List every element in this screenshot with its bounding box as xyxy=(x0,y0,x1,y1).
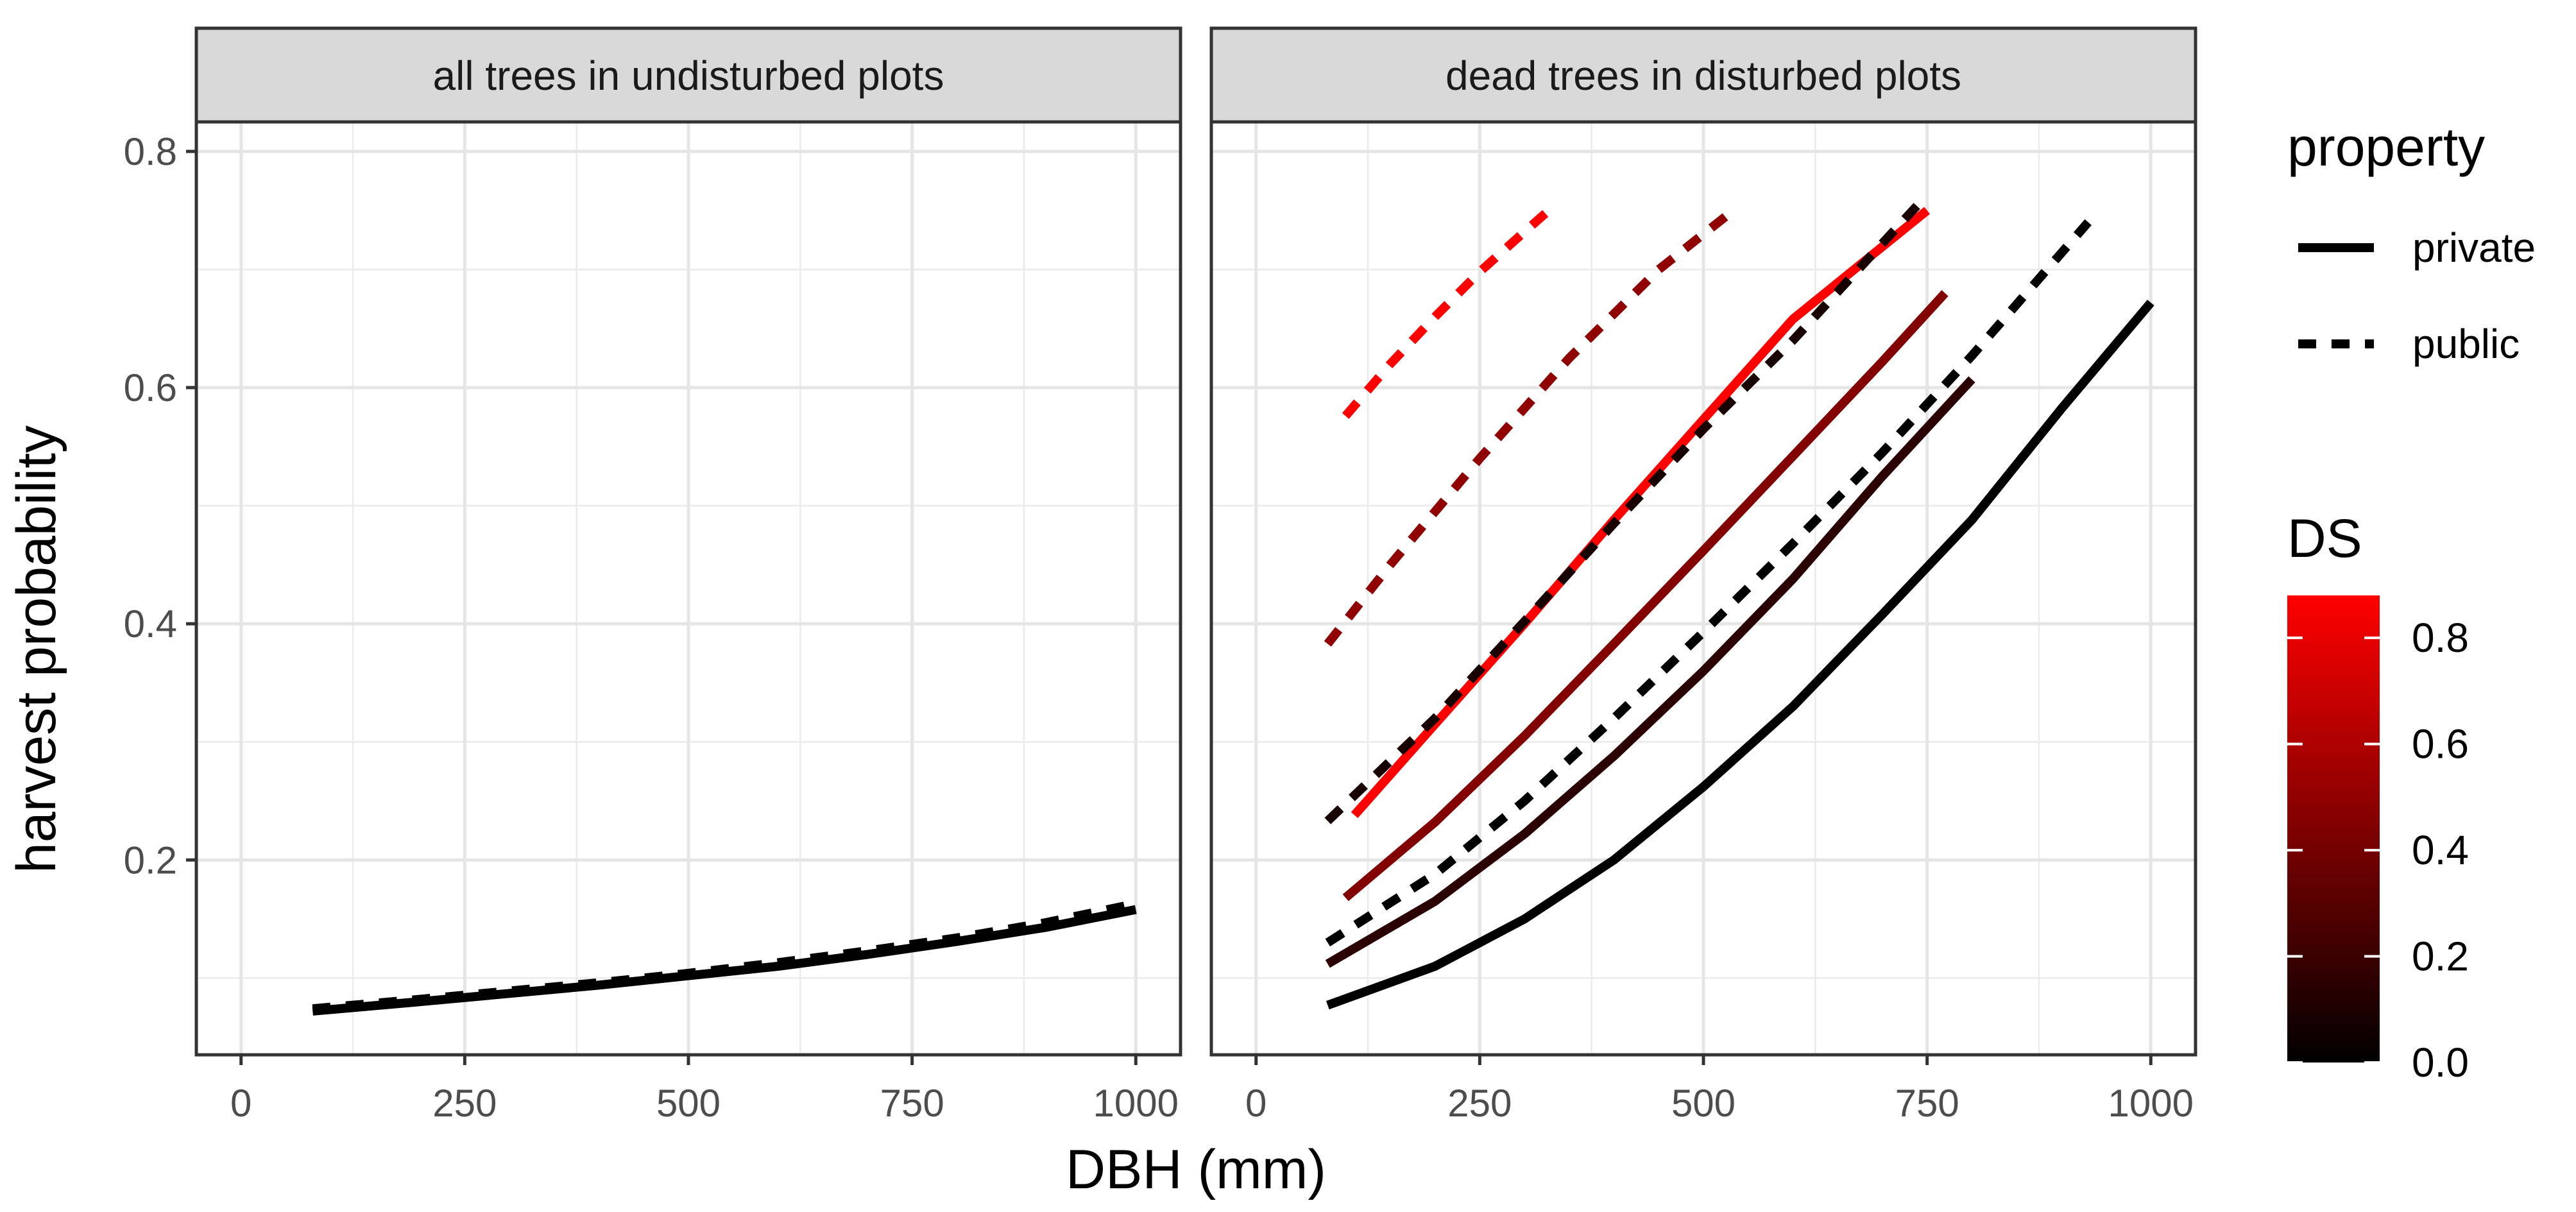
x-tick-label: 750 xyxy=(880,1082,944,1125)
legend-title-ds: DS xyxy=(2287,508,2362,568)
ds-colorbar xyxy=(2287,595,2380,1063)
y-tick-label: 0.2 xyxy=(124,839,177,882)
colorbar-tick-label: 0.0 xyxy=(2412,1039,2469,1086)
y-tick-label: 0.6 xyxy=(124,366,177,409)
facet-strip xyxy=(194,26,1182,124)
y-axis: 0.2 0.4 0.6 0.8 xyxy=(124,130,196,882)
x-tick-label: 1000 xyxy=(2108,1082,2194,1125)
facet-panel-2: dead trees in disturbed plots 0 250 500 750 1… xyxy=(1209,26,2197,1125)
legend: property private public DS 0.00.20.40.60… xyxy=(2287,117,2536,1086)
x-tick-label: 250 xyxy=(432,1082,497,1125)
x-tick-label: 0 xyxy=(230,1082,252,1125)
series-line-private-3 xyxy=(1342,290,1949,901)
legend-title-property: property xyxy=(2287,117,2485,177)
series-line-public-6 xyxy=(1324,201,1922,824)
x-axis-title: DBH (mm) xyxy=(1066,1139,1326,1200)
x-tick-label: 500 xyxy=(656,1082,721,1125)
axis-titles: DBH (mm) harvest probability xyxy=(6,425,1326,1200)
facet-strip xyxy=(1209,26,2197,124)
x-tick-label: 750 xyxy=(1895,1082,1959,1125)
facet-strip-title: dead trees in disturbed plots xyxy=(1446,53,1961,99)
facet-strip-title: all trees in undisturbed plots xyxy=(433,53,944,99)
series-line-public-7 xyxy=(1324,209,1734,647)
series-line-private-2 xyxy=(1325,376,1975,968)
y-tick-label: 0.4 xyxy=(124,602,177,645)
series-line-private-1 xyxy=(312,905,1137,1016)
y-axis-title: harvest probability xyxy=(6,425,67,873)
x-tick-label: 250 xyxy=(1447,1082,1512,1125)
colorbar-tick-label: 0.8 xyxy=(2412,615,2469,661)
colorbar-tick-label: 0.6 xyxy=(2412,721,2469,767)
series-line-private-1 xyxy=(1326,300,2154,1010)
legend-label-private: private xyxy=(2412,225,2536,271)
facet-panel-1: all trees in undisturbed plots 0 250 500 750… xyxy=(194,26,1182,1125)
legend-label-public: public xyxy=(2412,321,2520,367)
facet-panels: all trees in undisturbed plots 0 250 500 750… xyxy=(124,26,2197,1125)
colorbar-tick-label: 0.4 xyxy=(2412,827,2469,873)
x-tick-label: 1000 xyxy=(1093,1082,1179,1125)
y-tick-label: 0.8 xyxy=(124,130,177,173)
x-tick-label: 500 xyxy=(1671,1082,1736,1125)
ds-colorbar-ticks: 0.0 0.2 0.4 0.6 0.8 xyxy=(2287,615,2469,1086)
x-tick-label: 0 xyxy=(1245,1082,1267,1125)
colorbar-tick-label: 0.2 xyxy=(2412,934,2469,980)
